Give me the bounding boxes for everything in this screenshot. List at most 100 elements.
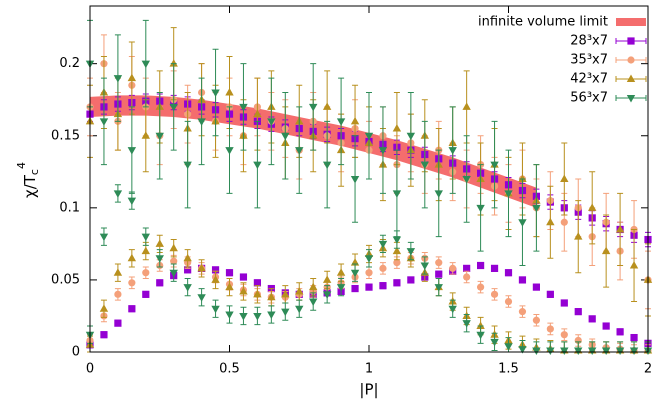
marker <box>574 232 583 240</box>
marker <box>448 147 457 155</box>
y-label-base: χ/T <box>21 174 39 198</box>
marker <box>601 347 611 356</box>
marker <box>616 328 624 336</box>
marker <box>99 304 109 312</box>
marker <box>626 95 636 103</box>
marker <box>630 333 638 342</box>
marker <box>406 132 416 141</box>
marker <box>113 190 123 198</box>
marker <box>239 273 248 281</box>
x-tick-label: 2 <box>644 362 652 377</box>
marker <box>100 331 108 339</box>
marker <box>156 279 164 287</box>
marker <box>546 290 554 298</box>
marker <box>602 322 610 330</box>
marker <box>239 286 248 295</box>
marker <box>449 264 457 272</box>
y-tick-label: 0.15 <box>51 128 80 143</box>
marker <box>211 89 220 97</box>
marker <box>253 109 262 118</box>
marker <box>309 103 318 112</box>
marker <box>183 284 192 292</box>
marker <box>532 283 540 291</box>
marker <box>141 233 150 242</box>
marker <box>211 275 220 283</box>
marker <box>141 246 150 255</box>
marker <box>169 269 178 278</box>
marker <box>155 132 164 141</box>
marker <box>393 279 401 287</box>
marker <box>629 347 639 356</box>
marker <box>477 261 485 270</box>
marker <box>504 343 513 351</box>
marker <box>322 275 332 283</box>
marker <box>128 279 136 287</box>
marker <box>336 118 346 126</box>
marker <box>504 190 513 198</box>
marker <box>504 297 513 306</box>
marker <box>518 219 527 227</box>
marker <box>141 131 150 139</box>
marker <box>420 161 429 170</box>
marker <box>127 147 137 155</box>
marker <box>463 264 471 272</box>
x-tick-label: 1 <box>365 362 373 377</box>
marker <box>336 284 346 292</box>
marker <box>197 263 206 272</box>
marker <box>490 264 499 272</box>
marker <box>615 224 625 233</box>
marker <box>309 298 318 307</box>
marker <box>532 347 541 356</box>
marker <box>281 289 290 298</box>
marker <box>350 176 360 184</box>
legend-label: 35³x7 <box>570 53 608 68</box>
marker <box>169 243 178 252</box>
marker <box>532 204 541 213</box>
marker <box>183 253 192 262</box>
marker <box>378 240 388 249</box>
marker <box>477 283 485 291</box>
marker <box>365 269 373 277</box>
marker <box>560 331 568 339</box>
x-tick-label: 0 <box>86 362 94 377</box>
marker <box>588 315 596 323</box>
marker <box>379 264 387 272</box>
legend-label: 56³x7 <box>570 91 608 106</box>
marker <box>127 197 137 206</box>
marker <box>350 116 360 125</box>
marker <box>211 305 220 314</box>
marker <box>225 282 234 291</box>
marker <box>392 124 402 132</box>
marker <box>267 292 276 301</box>
marker <box>490 161 499 170</box>
marker <box>225 147 234 155</box>
marker <box>392 246 402 255</box>
marker <box>518 346 527 354</box>
marker <box>532 316 541 324</box>
y-label-sub: c <box>28 169 41 175</box>
marker <box>225 88 234 96</box>
marker <box>253 289 262 298</box>
marker <box>350 269 360 278</box>
marker <box>309 282 318 291</box>
marker <box>253 312 262 321</box>
marker <box>99 233 109 242</box>
marker <box>627 56 635 64</box>
marker <box>322 102 332 110</box>
marker <box>127 253 137 262</box>
marker <box>518 174 527 182</box>
marker <box>128 305 136 313</box>
legend-swatch <box>616 18 646 26</box>
marker <box>141 60 150 69</box>
y-tick-label: 0 <box>72 345 80 360</box>
marker <box>114 319 122 327</box>
marker <box>476 204 485 213</box>
marker <box>295 147 304 155</box>
marker <box>490 338 499 347</box>
marker <box>267 311 276 320</box>
marker <box>253 279 261 287</box>
marker <box>407 276 415 284</box>
marker <box>406 248 416 256</box>
marker <box>239 312 248 321</box>
